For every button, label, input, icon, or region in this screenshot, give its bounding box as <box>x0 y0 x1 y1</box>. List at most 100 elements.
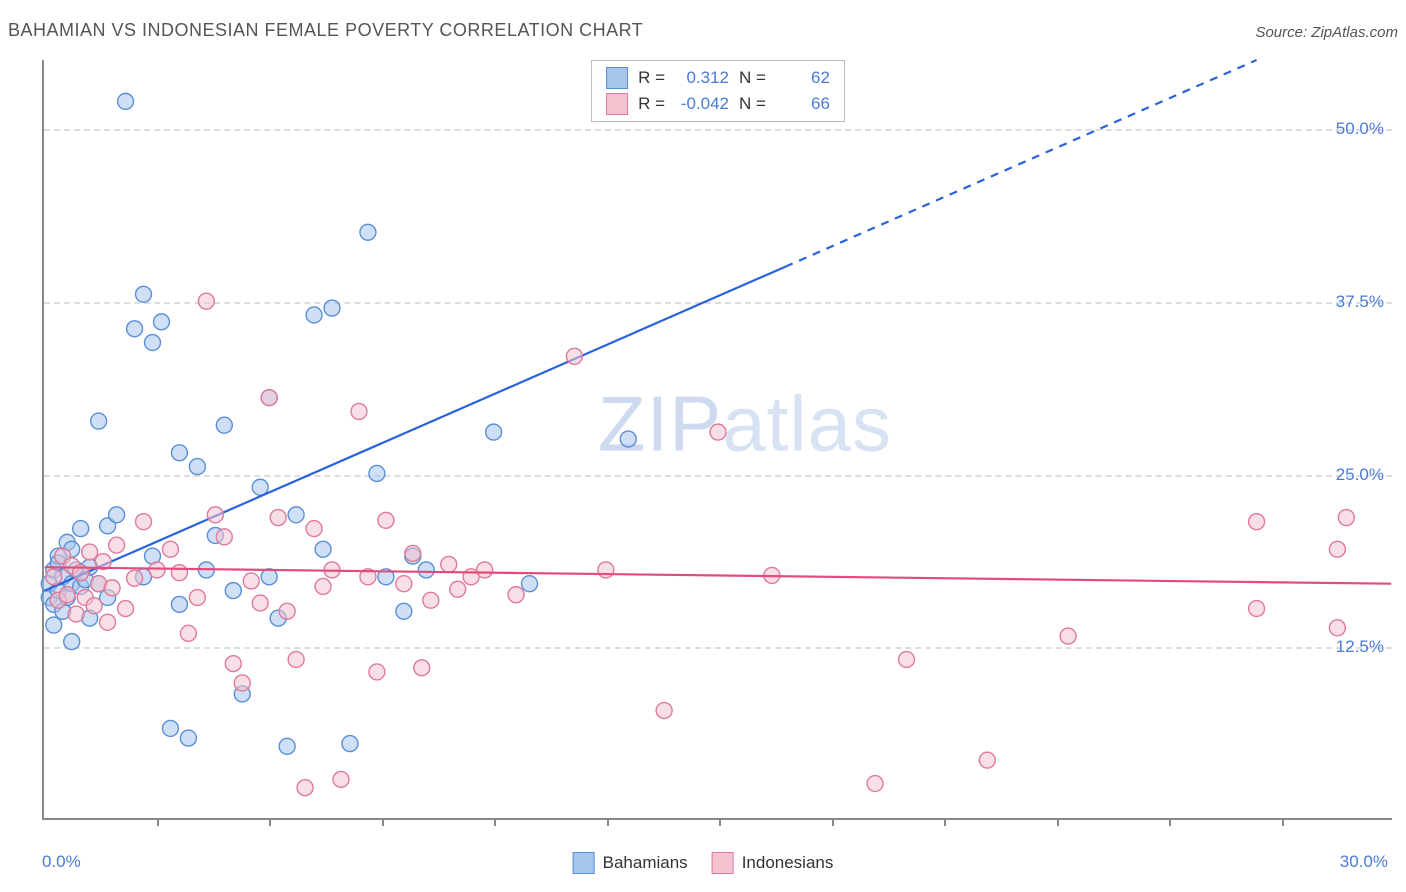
r-value-indonesians: -0.042 <box>675 94 729 114</box>
legend-item-bahamians: Bahamians <box>573 852 688 874</box>
scatter-point <box>1329 620 1345 636</box>
title-bar: BAHAMIAN VS INDONESIAN FEMALE POVERTY CO… <box>8 20 1398 41</box>
scatter-point <box>360 224 376 240</box>
scatter-point <box>127 570 143 586</box>
chart-title: BAHAMIAN VS INDONESIAN FEMALE POVERTY CO… <box>8 20 643 41</box>
scatter-point <box>180 730 196 746</box>
scatter-point <box>508 587 524 603</box>
scatter-point <box>153 314 169 330</box>
x-tick <box>944 818 946 826</box>
scatter-point <box>59 587 75 603</box>
scatter-point <box>86 598 102 614</box>
scatter-point <box>867 776 883 792</box>
scatter-point <box>225 656 241 672</box>
scatter-point <box>82 544 98 560</box>
scatter-point <box>486 424 502 440</box>
scatter-point <box>216 417 232 433</box>
scatter-point <box>306 521 322 537</box>
scatter-point <box>46 569 62 585</box>
plot-area: ZIPatlas 12.5%25.0%37.5%50.0% R = 0.312 … <box>42 60 1392 820</box>
r-label: R = <box>638 94 665 114</box>
scatter-point <box>396 576 412 592</box>
x-tick <box>1057 818 1059 826</box>
scatter-point <box>73 521 89 537</box>
scatter-point <box>198 293 214 309</box>
scatter-point <box>656 703 672 719</box>
swatch-indonesians <box>606 93 628 115</box>
scatter-point <box>234 675 250 691</box>
trend-line-dashed <box>785 60 1256 267</box>
n-label: N = <box>739 68 766 88</box>
scatter-point <box>100 614 116 630</box>
scatter-point <box>710 424 726 440</box>
scatter-point <box>136 514 152 530</box>
scatter-point <box>1060 628 1076 644</box>
scatter-point <box>270 510 286 526</box>
scatter-point <box>369 465 385 481</box>
scatter-point <box>899 652 915 668</box>
x-tick <box>382 818 384 826</box>
swatch-bahamians <box>606 67 628 89</box>
scatter-point <box>441 556 457 572</box>
scatter-point <box>522 576 538 592</box>
scatter-point <box>477 562 493 578</box>
scatter-point <box>207 507 223 523</box>
scatter-point <box>189 459 205 475</box>
legend-swatch-bahamians <box>573 852 595 874</box>
r-value-bahamians: 0.312 <box>675 68 729 88</box>
n-value-indonesians: 66 <box>776 94 830 114</box>
legend-swatch-indonesians <box>712 852 734 874</box>
r-label: R = <box>638 68 665 88</box>
scatter-point <box>136 286 152 302</box>
scatter-point <box>171 596 187 612</box>
chart-container: BAHAMIAN VS INDONESIAN FEMALE POVERTY CO… <box>0 0 1406 892</box>
scatter-point <box>620 431 636 447</box>
scatter-point <box>1329 541 1345 557</box>
scatter-point <box>423 592 439 608</box>
scatter-point <box>243 573 259 589</box>
scatter-point <box>288 507 304 523</box>
x-max-label: 30.0% <box>1340 852 1388 872</box>
scatter-point <box>118 601 134 617</box>
scatter-point <box>109 507 125 523</box>
chart-svg <box>44 60 1392 818</box>
scatter-point <box>306 307 322 323</box>
scatter-point <box>378 512 394 528</box>
x-tick <box>157 818 159 826</box>
x-tick <box>832 818 834 826</box>
scatter-point <box>333 771 349 787</box>
scatter-point <box>418 562 434 578</box>
scatter-point <box>180 625 196 641</box>
scatter-point <box>450 581 466 597</box>
scatter-point <box>279 603 295 619</box>
scatter-point <box>171 565 187 581</box>
x-tick <box>494 818 496 826</box>
scatter-point <box>414 660 430 676</box>
scatter-point <box>979 752 995 768</box>
scatter-point <box>162 720 178 736</box>
scatter-point <box>1249 601 1265 617</box>
scatter-point <box>104 580 120 596</box>
scatter-point <box>145 335 161 351</box>
scatter-point <box>315 541 331 557</box>
scatter-point <box>225 583 241 599</box>
n-value-bahamians: 62 <box>776 68 830 88</box>
scatter-point <box>162 541 178 557</box>
scatter-point <box>405 545 421 561</box>
scatter-point <box>288 652 304 668</box>
scatter-point <box>369 664 385 680</box>
scatter-point <box>127 321 143 337</box>
scatter-point <box>351 403 367 419</box>
x-min-label: 0.0% <box>42 852 81 872</box>
x-tick <box>719 818 721 826</box>
scatter-point <box>261 569 277 585</box>
scatter-point <box>46 617 62 633</box>
n-label: N = <box>739 94 766 114</box>
stats-row-bahamians: R = 0.312 N = 62 <box>606 65 830 91</box>
scatter-point <box>68 606 84 622</box>
source-label: Source: ZipAtlas.com <box>1255 24 1398 41</box>
stats-row-indonesians: R = -0.042 N = 66 <box>606 91 830 117</box>
scatter-point <box>315 578 331 594</box>
x-tick <box>269 818 271 826</box>
scatter-point <box>1338 510 1354 526</box>
